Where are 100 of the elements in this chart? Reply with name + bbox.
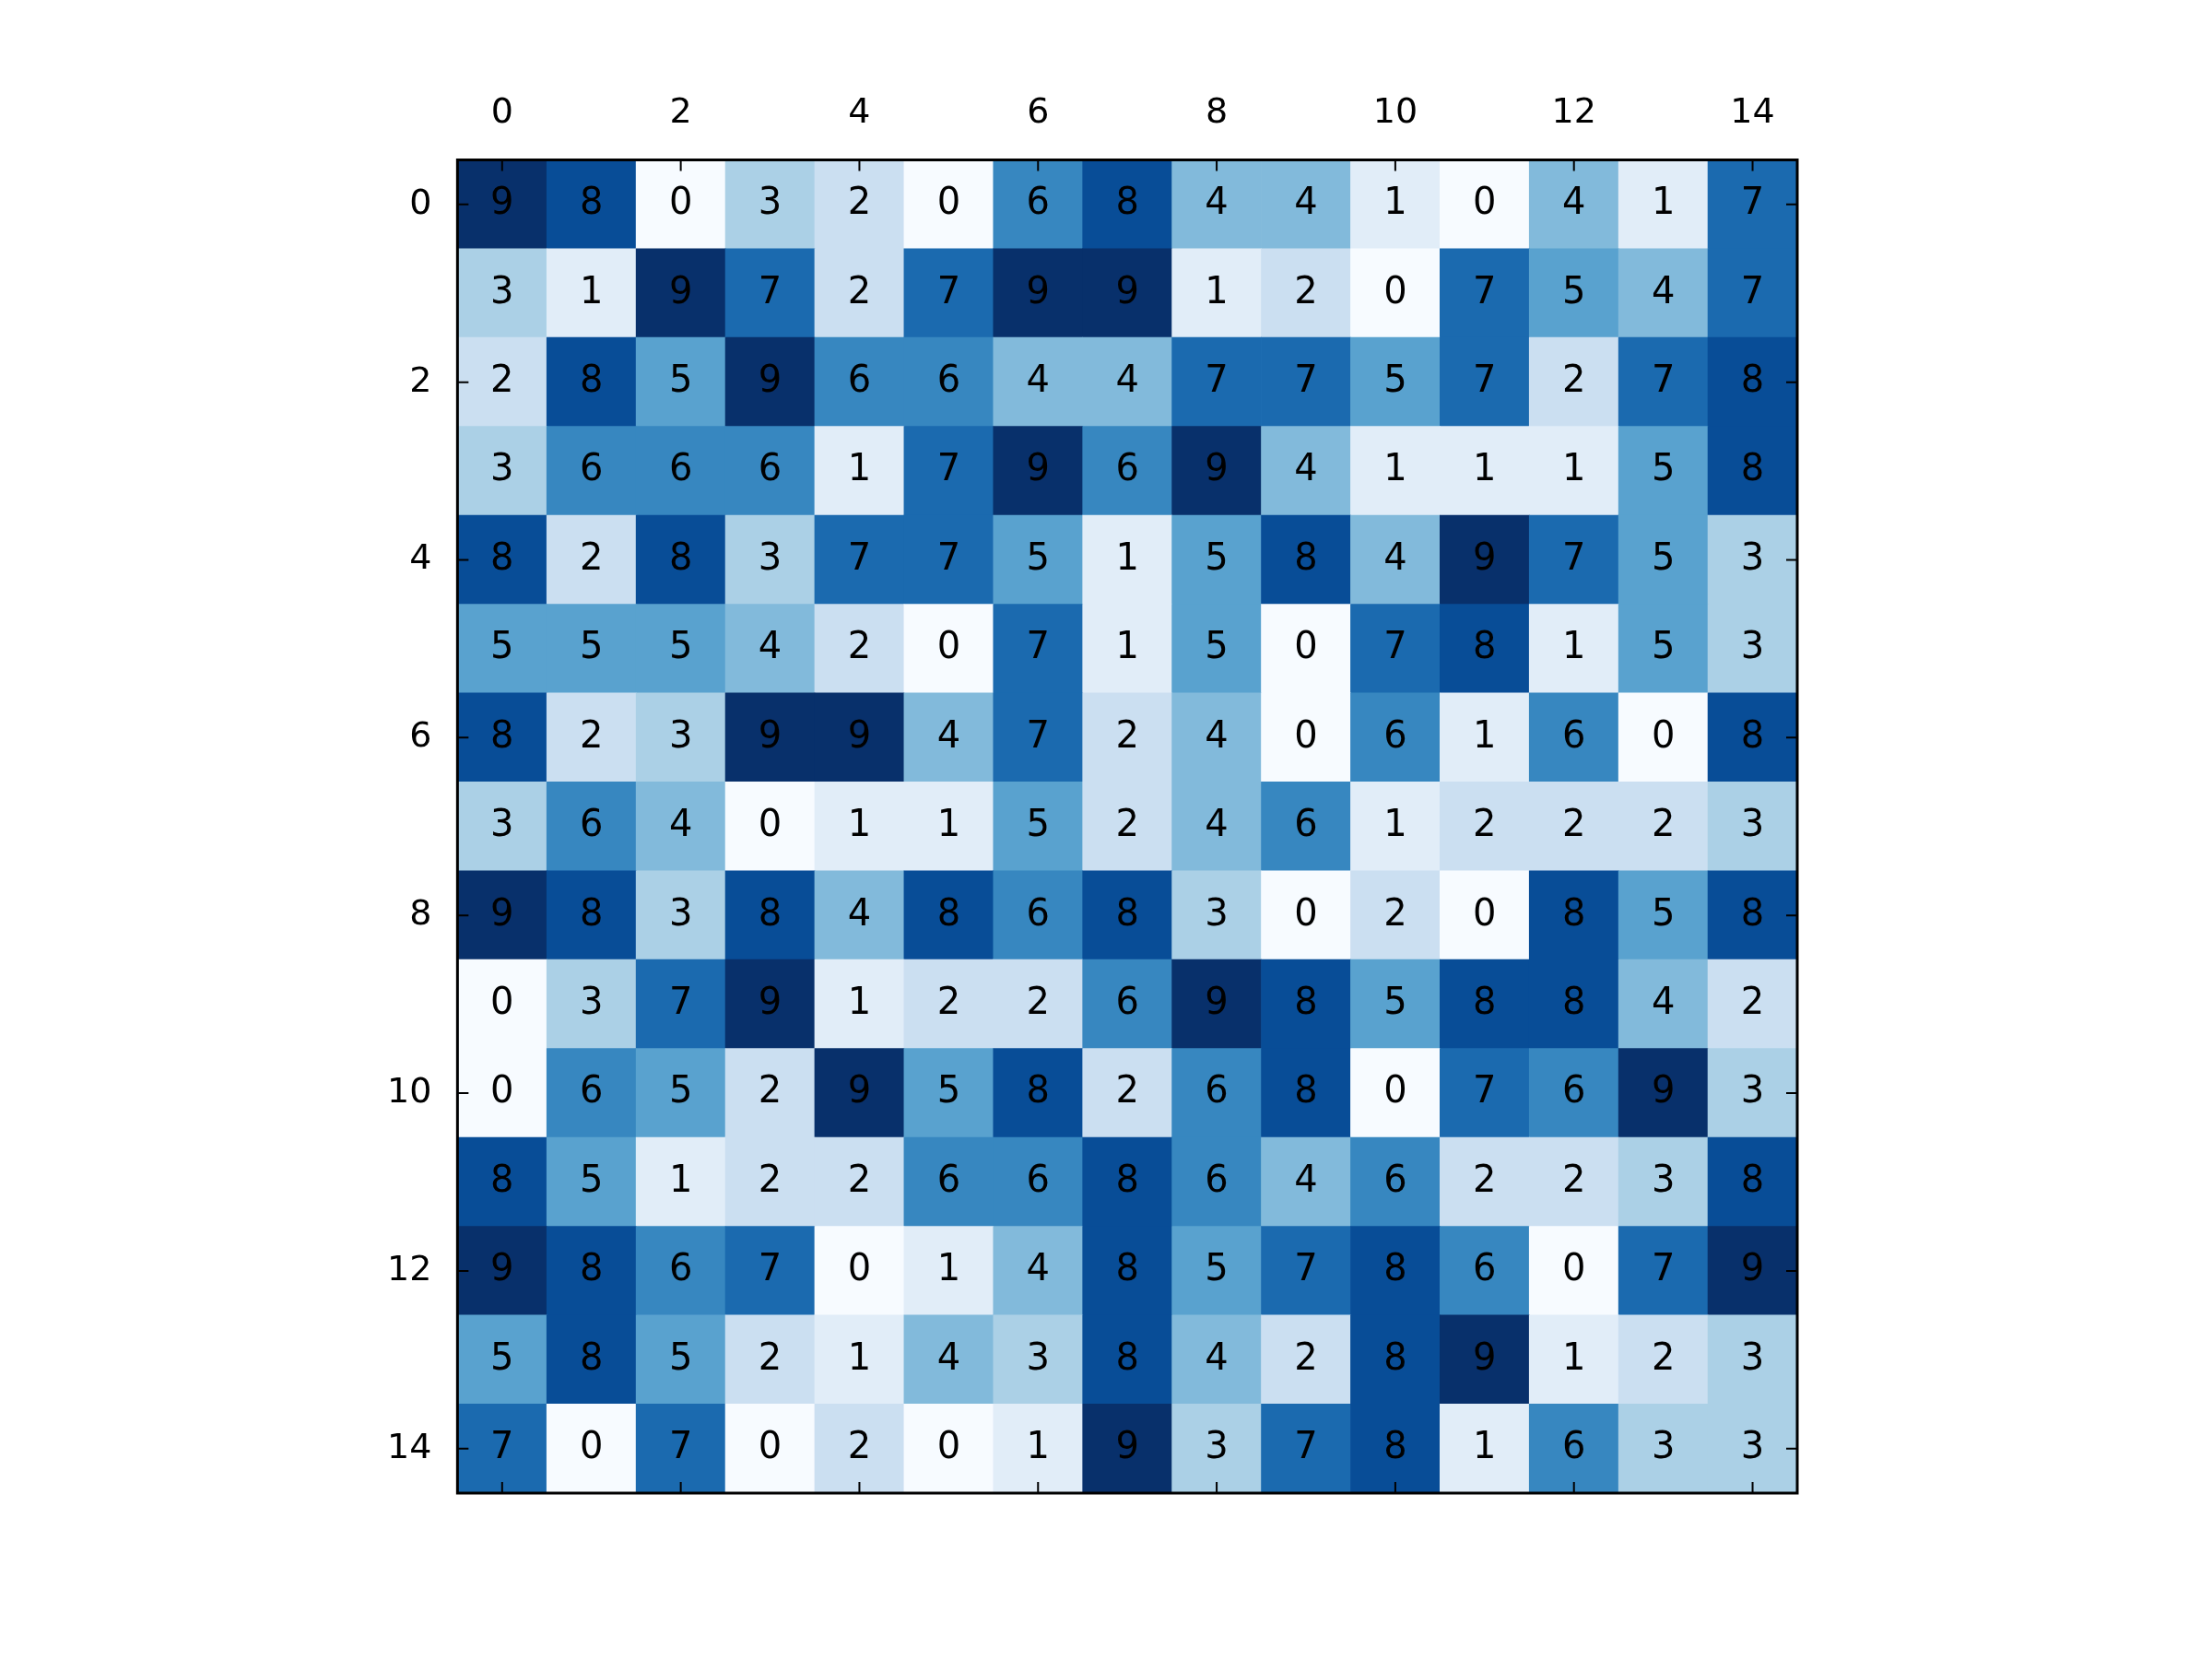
data-label: 7 <box>1473 1068 1497 1112</box>
data-label: 1 <box>1115 535 1139 578</box>
data-label: 1 <box>1562 624 1586 667</box>
data-label: 2 <box>579 712 604 756</box>
data-label: 7 <box>1562 535 1586 578</box>
x-tick-label: 10 <box>1372 89 1418 131</box>
data-label: 8 <box>1026 1068 1050 1112</box>
data-label: 6 <box>579 1068 604 1112</box>
data-label: 7 <box>936 446 961 489</box>
data-label: 4 <box>1205 180 1229 223</box>
data-label: 2 <box>1562 358 1586 401</box>
x-tick-label: 2 <box>669 89 692 131</box>
data-label: 6 <box>1026 1157 1050 1200</box>
data-label: 4 <box>1115 358 1139 401</box>
data-label: 8 <box>490 535 514 578</box>
data-label: 7 <box>1651 1246 1676 1289</box>
data-label: 3 <box>1740 1335 1765 1378</box>
data-label: 9 <box>490 1246 514 1289</box>
data-label: 5 <box>579 1157 604 1200</box>
data-label: 4 <box>1562 180 1586 223</box>
data-label: 6 <box>1562 712 1586 756</box>
data-label: 5 <box>1651 890 1676 934</box>
data-label: 8 <box>579 358 604 401</box>
data-label: 8 <box>490 1157 514 1200</box>
data-label: 6 <box>1115 446 1139 489</box>
x-tick-label: 14 <box>1730 89 1775 131</box>
data-label: 5 <box>1651 624 1676 667</box>
data-label: 1 <box>1651 180 1676 223</box>
data-label: 7 <box>1740 180 1765 223</box>
data-label: 2 <box>1473 1157 1497 1200</box>
data-label: 2 <box>579 535 604 578</box>
data-label: 7 <box>1294 1246 1318 1289</box>
data-label: 3 <box>1740 1068 1765 1112</box>
data-label: 1 <box>936 1246 961 1289</box>
data-label: 1 <box>847 980 872 1023</box>
data-label: 4 <box>936 712 961 756</box>
data-label: 5 <box>668 1068 693 1112</box>
data-label: 1 <box>1026 1424 1050 1467</box>
data-label: 8 <box>668 535 693 578</box>
data-label: 9 <box>1205 446 1229 489</box>
data-label: 5 <box>1205 1246 1229 1289</box>
y-tick-label: 0 <box>409 181 432 222</box>
x-tick-label: 12 <box>1551 89 1596 131</box>
data-label: 6 <box>1026 180 1050 223</box>
data-label: 7 <box>1294 358 1318 401</box>
data-label: 9 <box>1740 1246 1765 1289</box>
data-label: 5 <box>1651 535 1676 578</box>
data-label: 4 <box>1294 1157 1318 1200</box>
data-label: 8 <box>1383 1335 1407 1378</box>
data-label: 4 <box>1026 358 1050 401</box>
data-label: 0 <box>1473 890 1497 934</box>
data-label: 6 <box>1562 1424 1586 1467</box>
data-label: 8 <box>1473 624 1497 667</box>
data-label: 0 <box>847 1246 872 1289</box>
data-label: 2 <box>1294 1335 1318 1378</box>
data-label: 7 <box>668 1424 693 1467</box>
data-label: 8 <box>1115 890 1139 934</box>
data-label: 2 <box>758 1068 782 1112</box>
data-label: 3 <box>668 890 693 934</box>
data-label: 6 <box>1205 1157 1229 1200</box>
data-label: 9 <box>758 712 782 756</box>
data-label: 5 <box>668 1335 693 1378</box>
data-label: 5 <box>1026 802 1050 845</box>
data-label: 7 <box>668 980 693 1023</box>
data-label: 1 <box>1115 624 1139 667</box>
data-label: 1 <box>847 1335 872 1378</box>
data-label: 2 <box>1562 802 1586 845</box>
data-label: 7 <box>758 268 782 312</box>
data-label: 1 <box>936 802 961 845</box>
data-label: 0 <box>1294 890 1318 934</box>
data-label: 7 <box>1740 268 1765 312</box>
data-label: 7 <box>936 268 961 312</box>
data-label: 8 <box>1115 180 1139 223</box>
data-label: 9 <box>1473 535 1497 578</box>
data-label: 5 <box>668 358 693 401</box>
data-label: 8 <box>579 1246 604 1289</box>
data-label: 8 <box>936 890 961 934</box>
data-label: 9 <box>847 712 872 756</box>
data-label: 7 <box>1473 268 1497 312</box>
x-tick-label: 6 <box>1027 89 1050 131</box>
data-label: 6 <box>579 802 604 845</box>
data-label: 3 <box>1205 890 1229 934</box>
data-label: 2 <box>847 1424 872 1467</box>
data-label: 7 <box>1026 712 1050 756</box>
data-label: 3 <box>1740 624 1765 667</box>
data-label: 0 <box>490 980 514 1023</box>
data-label: 1 <box>1473 1424 1497 1467</box>
data-label: 2 <box>1115 712 1139 756</box>
data-label: 4 <box>847 890 872 934</box>
data-label: 5 <box>1562 268 1586 312</box>
data-label: 0 <box>936 624 961 667</box>
data-label: 9 <box>1115 1424 1139 1467</box>
data-label: 5 <box>490 624 514 667</box>
data-label: 6 <box>936 358 961 401</box>
data-label: 3 <box>758 180 782 223</box>
data-label: 7 <box>936 535 961 578</box>
data-label: 0 <box>758 1424 782 1467</box>
data-label: 5 <box>1205 535 1229 578</box>
x-tick-label: 8 <box>1205 89 1229 131</box>
data-label: 7 <box>1205 358 1229 401</box>
